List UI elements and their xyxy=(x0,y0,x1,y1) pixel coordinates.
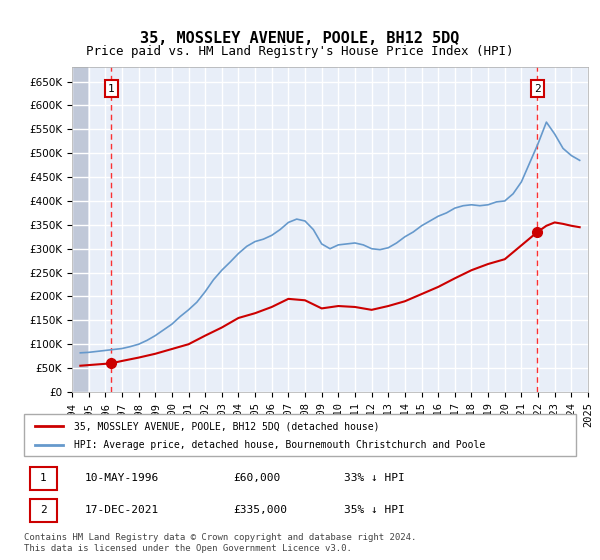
Text: 1: 1 xyxy=(108,83,115,94)
Text: 1: 1 xyxy=(40,473,47,483)
Text: 17-DEC-2021: 17-DEC-2021 xyxy=(85,505,159,515)
Bar xyxy=(72,67,87,392)
FancyBboxPatch shape xyxy=(24,414,576,456)
Text: HPI: Average price, detached house, Bournemouth Christchurch and Poole: HPI: Average price, detached house, Bour… xyxy=(74,440,485,450)
Text: 35% ↓ HPI: 35% ↓ HPI xyxy=(344,505,405,515)
Text: £60,000: £60,000 xyxy=(234,473,281,483)
Text: 35, MOSSLEY AVENUE, POOLE, BH12 5DQ: 35, MOSSLEY AVENUE, POOLE, BH12 5DQ xyxy=(140,31,460,46)
Text: 10-MAY-1996: 10-MAY-1996 xyxy=(85,473,159,483)
Text: 2: 2 xyxy=(40,505,47,515)
Text: 35, MOSSLEY AVENUE, POOLE, BH12 5DQ (detached house): 35, MOSSLEY AVENUE, POOLE, BH12 5DQ (det… xyxy=(74,421,379,431)
Text: 2: 2 xyxy=(534,83,541,94)
FancyBboxPatch shape xyxy=(29,466,57,489)
Text: 33% ↓ HPI: 33% ↓ HPI xyxy=(344,473,405,483)
Text: Price paid vs. HM Land Registry's House Price Index (HPI): Price paid vs. HM Land Registry's House … xyxy=(86,45,514,58)
Text: £335,000: £335,000 xyxy=(234,505,288,515)
FancyBboxPatch shape xyxy=(29,499,57,522)
Text: Contains HM Land Registry data © Crown copyright and database right 2024.
This d: Contains HM Land Registry data © Crown c… xyxy=(24,533,416,553)
